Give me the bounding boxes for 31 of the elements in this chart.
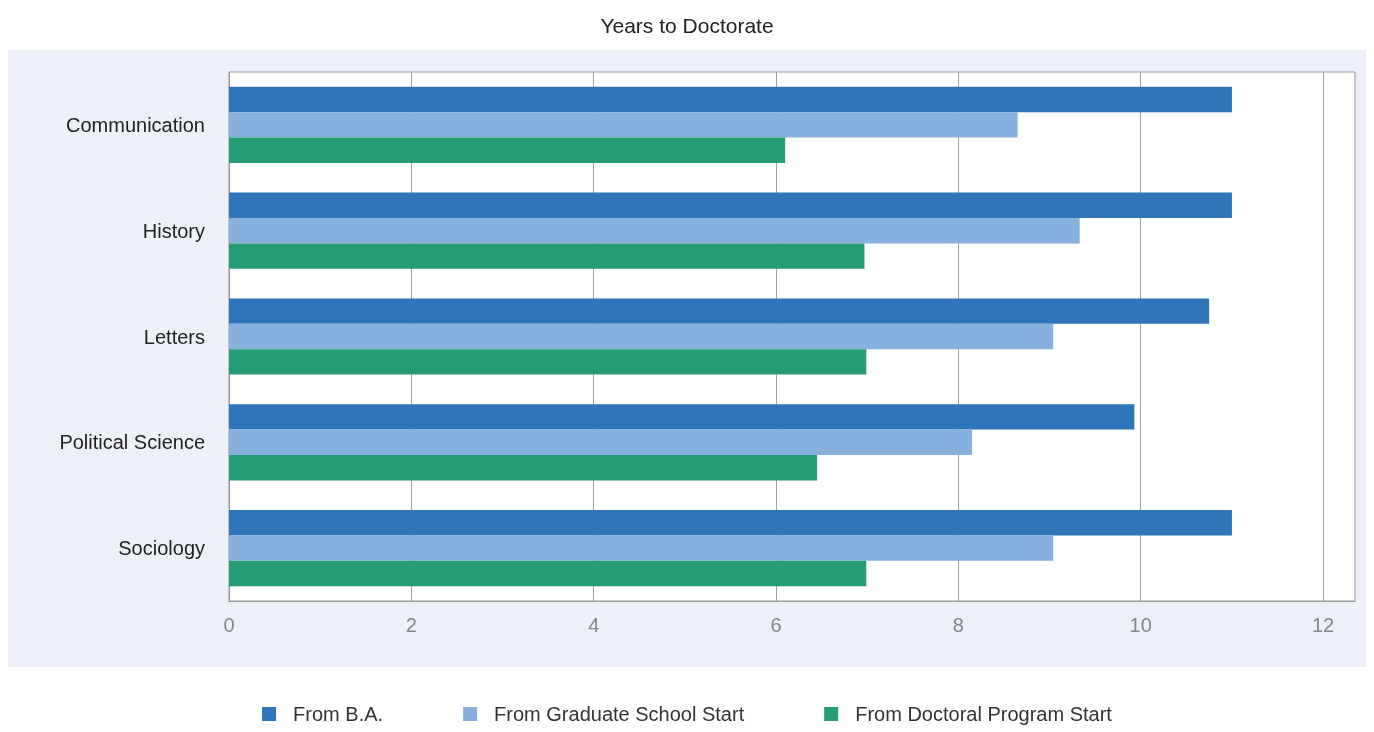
bar (229, 510, 1232, 536)
bar (229, 137, 786, 163)
y-tick-label: Letters (143, 325, 205, 348)
bar (229, 560, 867, 587)
chart-title: Years to Doctorate (600, 14, 774, 37)
legend-label: From Doctoral Program Start (855, 703, 1113, 725)
x-tick-label: 0 (223, 614, 235, 636)
x-tick-label: 12 (1311, 614, 1335, 636)
bar (229, 404, 1135, 430)
x-tick-label: 10 (1129, 614, 1152, 636)
bar (229, 243, 865, 269)
x-tick-label: 8 (952, 614, 964, 636)
x-tick-label: 2 (405, 614, 417, 636)
bar (229, 192, 1232, 218)
bar (229, 218, 1080, 244)
y-tick-label: History (142, 219, 205, 242)
bar (229, 429, 973, 455)
x-tick-label: 6 (770, 614, 782, 636)
y-tick-label: Political Science (59, 431, 205, 454)
bar (229, 112, 1018, 138)
legend-label: From Graduate School Start (494, 703, 745, 725)
bar (229, 535, 1054, 561)
y-tick-label: Sociology (118, 537, 205, 560)
bar (229, 298, 1210, 324)
bar (229, 86, 1232, 113)
bar (229, 455, 818, 481)
legend-label: From B.A. (293, 703, 384, 725)
bar (229, 349, 867, 375)
y-tick-label: Communication (66, 113, 205, 136)
bar (229, 323, 1054, 350)
x-tick-label: 4 (588, 614, 600, 636)
